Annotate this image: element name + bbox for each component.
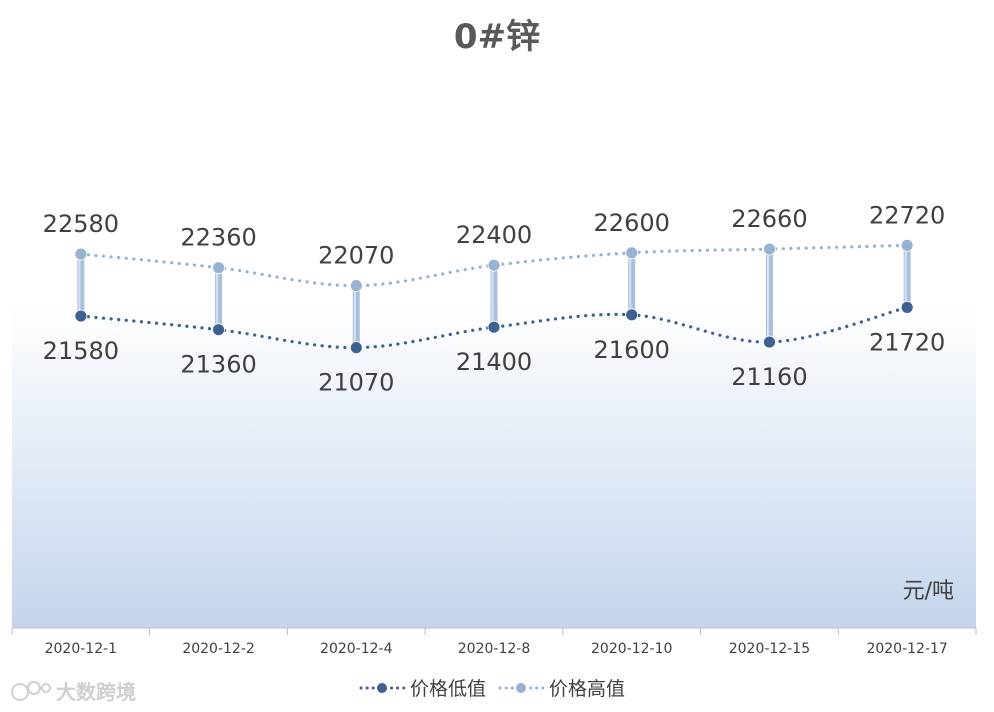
low-point-marker xyxy=(212,323,225,337)
low-value-label: 21580 xyxy=(43,337,119,365)
high-value-label: 22600 xyxy=(594,209,670,237)
watermark-logo-icon xyxy=(11,681,51,701)
x-tick-label: 2020-12-2 xyxy=(182,641,254,657)
low-value-label: 21360 xyxy=(180,351,256,379)
x-tick-label: 2020-12-15 xyxy=(729,641,810,657)
data-labels: 21580 21360 21070 21400 21600 21160 21720 22580… xyxy=(43,201,946,396)
legend-item-low: 价格低值 xyxy=(359,678,486,700)
plot-background xyxy=(12,305,976,628)
legend: 价格低值 价格高值 xyxy=(359,678,625,700)
low-value-label: 21600 xyxy=(594,336,670,364)
x-tick-label: 2020-12-10 xyxy=(591,641,672,657)
high-point-marker xyxy=(487,258,501,272)
legend-label-high: 价格高值 xyxy=(549,678,625,700)
watermark: 大数跨境 xyxy=(11,680,136,704)
legend-label-low: 价格低值 xyxy=(410,678,486,700)
low-value-label: 21160 xyxy=(731,363,807,391)
legend-marker-high-icon xyxy=(516,683,526,693)
high-value-label: 22400 xyxy=(456,221,532,249)
low-point-marker xyxy=(625,308,639,322)
watermark-text: 大数跨境 xyxy=(56,680,136,704)
high-value-label: 22360 xyxy=(180,224,256,252)
high-point-marker xyxy=(625,246,639,260)
low-value-label: 21400 xyxy=(456,348,532,376)
low-value-label: 21070 xyxy=(318,369,394,397)
chart-title: 0#锌 xyxy=(454,17,540,57)
legend-item-high: 价格高值 xyxy=(498,678,625,700)
x-tick-label: 2020-12-17 xyxy=(866,641,947,657)
x-tick-label: 2020-12-8 xyxy=(458,641,530,657)
legend-marker-low-icon xyxy=(377,683,387,693)
unit-label: 元/吨 xyxy=(903,579,954,604)
x-axis-ticks: 2020-12-1 2020-12-2 2020-12-4 2020-12-8 2020… xyxy=(11,628,977,657)
high-point-marker xyxy=(900,238,914,252)
high-point-marker xyxy=(212,261,225,275)
x-tick-label: 2020-12-1 xyxy=(45,641,117,657)
low-point-marker xyxy=(763,335,776,349)
high-point-marker xyxy=(349,279,363,293)
low-point-marker xyxy=(349,341,363,355)
low-point-marker xyxy=(487,320,501,334)
high-point-marker xyxy=(74,247,88,261)
x-tick-label: 2020-12-4 xyxy=(320,641,393,657)
high-point-marker xyxy=(763,242,776,256)
high-value-label: 22660 xyxy=(731,205,807,233)
series-markers xyxy=(74,238,914,355)
high-value-label: 22580 xyxy=(43,210,119,238)
high-value-label: 22720 xyxy=(869,201,945,229)
low-value-label: 21720 xyxy=(869,328,945,356)
high-value-label: 22070 xyxy=(318,242,394,270)
low-point-marker xyxy=(74,309,88,323)
low-point-marker xyxy=(900,300,914,314)
high-low-lines xyxy=(77,245,911,348)
